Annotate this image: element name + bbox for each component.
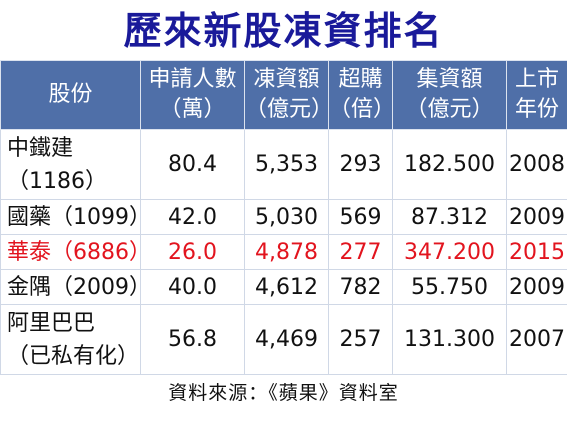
- header-listing-year: 上市 年份: [506, 60, 567, 130]
- applicants-cell: 40.0: [140, 269, 245, 305]
- stock-name: 中鐵建 （1186）: [0, 129, 141, 200]
- header-stock: 股份: [0, 60, 141, 130]
- ipo-ranking-table: 股份 申請人數 （萬） 凍資額 （億元） 超購 （倍） 集資額 （億元） 上市 年份 中鐵…: [0, 60, 567, 375]
- header-funds-raised: 集資額 （億元）: [392, 60, 507, 130]
- applicants-cell: 80.4: [140, 129, 245, 200]
- table-header-row: 股份 申請人數 （萬） 凍資額 （億元） 超購 （倍） 集資額 （億元） 上市 年份: [0, 60, 567, 130]
- listing-year-cell: 2009: [506, 269, 567, 305]
- source-note: 資料來源：《蘋果》資料室: [168, 382, 399, 404]
- oversubscription-cell: 257: [328, 304, 393, 375]
- table-row: 國藥（1099） 42.0 5,030 569 87.312 2009: [0, 199, 567, 235]
- table-row: 金隅（2009） 40.0 4,612 782 55.750 2009: [0, 269, 567, 305]
- stock-name: 華泰（6886）: [0, 234, 151, 270]
- stock-name: 阿里巴巴 （已私有化）: [0, 304, 141, 375]
- oversubscription-cell: 782: [328, 269, 393, 305]
- oversubscription-cell: 569: [328, 199, 393, 235]
- header-oversubscription: 超購 （倍）: [328, 60, 395, 130]
- listing-year-cell: 2009: [506, 199, 567, 235]
- listing-year-cell: 2007: [506, 304, 567, 375]
- header-applicants: 申請人數 （萬）: [140, 60, 245, 130]
- applicants-cell: 42.0: [140, 199, 245, 235]
- funds-raised-cell: 347.200: [392, 234, 507, 270]
- page-title: 歷來新股凍資排名: [123, 9, 444, 53]
- frozen-capital-cell: 5,030: [244, 199, 329, 235]
- table-row-highlighted: 華泰（6886） 26.0 4,878 277 347.200 2015: [0, 234, 567, 270]
- funds-raised-cell: 131.300: [392, 304, 507, 375]
- table-row: 中鐵建 （1186） 80.4 5,353 293 182.500 2008: [0, 129, 567, 200]
- applicants-cell: 56.8: [140, 304, 245, 375]
- oversubscription-cell: 293: [328, 129, 393, 200]
- frozen-capital-cell: 5,353: [244, 129, 329, 200]
- header-frozen-capital: 凍資額 （億元）: [244, 60, 333, 130]
- frozen-capital-cell: 4,469: [244, 304, 329, 375]
- stock-name: 國藥（1099）: [0, 199, 151, 235]
- oversubscription-cell: 277: [328, 234, 393, 270]
- frozen-capital-cell: 4,612: [244, 269, 329, 305]
- listing-year-cell: 2008: [506, 129, 567, 200]
- applicants-cell: 26.0: [140, 234, 245, 270]
- funds-raised-cell: 182.500: [392, 129, 507, 200]
- funds-raised-cell: 55.750: [392, 269, 507, 305]
- table-row: 阿里巴巴 （已私有化） 56.8 4,469 257 131.300 2007: [0, 304, 567, 375]
- stock-name: 金隅（2009）: [0, 269, 151, 305]
- listing-year-cell: 2015: [506, 234, 567, 270]
- funds-raised-cell: 87.312: [392, 199, 507, 235]
- frozen-capital-cell: 4,878: [244, 234, 329, 270]
